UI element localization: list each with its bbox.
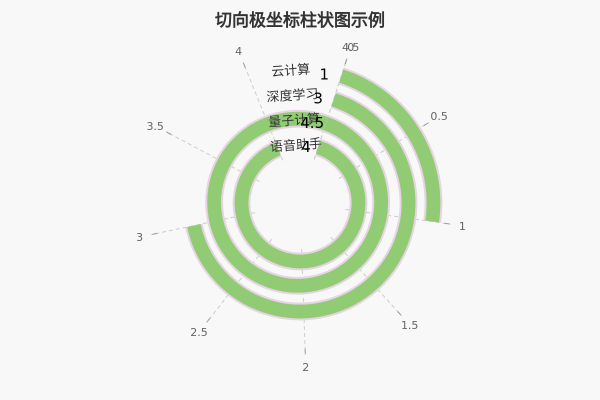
axis-tick-3 (397, 311, 402, 316)
tick-label-3: 1.5 (401, 319, 419, 332)
tick-label-4: 2 (302, 361, 309, 374)
value-label-1: 3 (313, 90, 323, 108)
bar-1[interactable] (187, 93, 416, 319)
category-label-1: 深度学习 (266, 86, 319, 106)
tick-label-2: 1 (459, 220, 466, 233)
bar-0[interactable] (339, 69, 441, 223)
axis-tick-1 (423, 122, 429, 127)
chart-title: 切向极坐标柱状图示例 (215, 11, 385, 31)
tick-label-8: 4 (235, 45, 242, 58)
bar-3[interactable] (234, 140, 366, 269)
category-label-2: 量子计算 (268, 112, 321, 131)
axis-tick-6 (152, 232, 158, 235)
value-label-2: 4.5 (300, 114, 324, 132)
tick-label-7: 3.5 (146, 120, 164, 133)
bar-2[interactable] (207, 111, 388, 293)
tick-label-6: 3 (136, 231, 143, 244)
tick-label-9: 4.5 (342, 41, 360, 54)
bar-layer (185, 67, 443, 321)
tick-label-5: 2.5 (190, 326, 208, 339)
grid-line-8 (242, 61, 284, 161)
tick-label-0: 0 (347, 41, 354, 54)
value-label-0: 1 (320, 66, 330, 84)
axis-tick-9 (344, 59, 348, 65)
category-label-0: 云计算 (271, 62, 311, 80)
tick-label-1: 0.5 (430, 110, 448, 123)
axis-tick-7 (166, 131, 172, 135)
value-label-3: 4 (301, 138, 311, 156)
axis-tick-5 (206, 317, 211, 323)
axis-tick-8 (242, 62, 246, 68)
category-label-3: 语音助手 (269, 136, 322, 156)
axis-tick-2 (444, 222, 450, 225)
